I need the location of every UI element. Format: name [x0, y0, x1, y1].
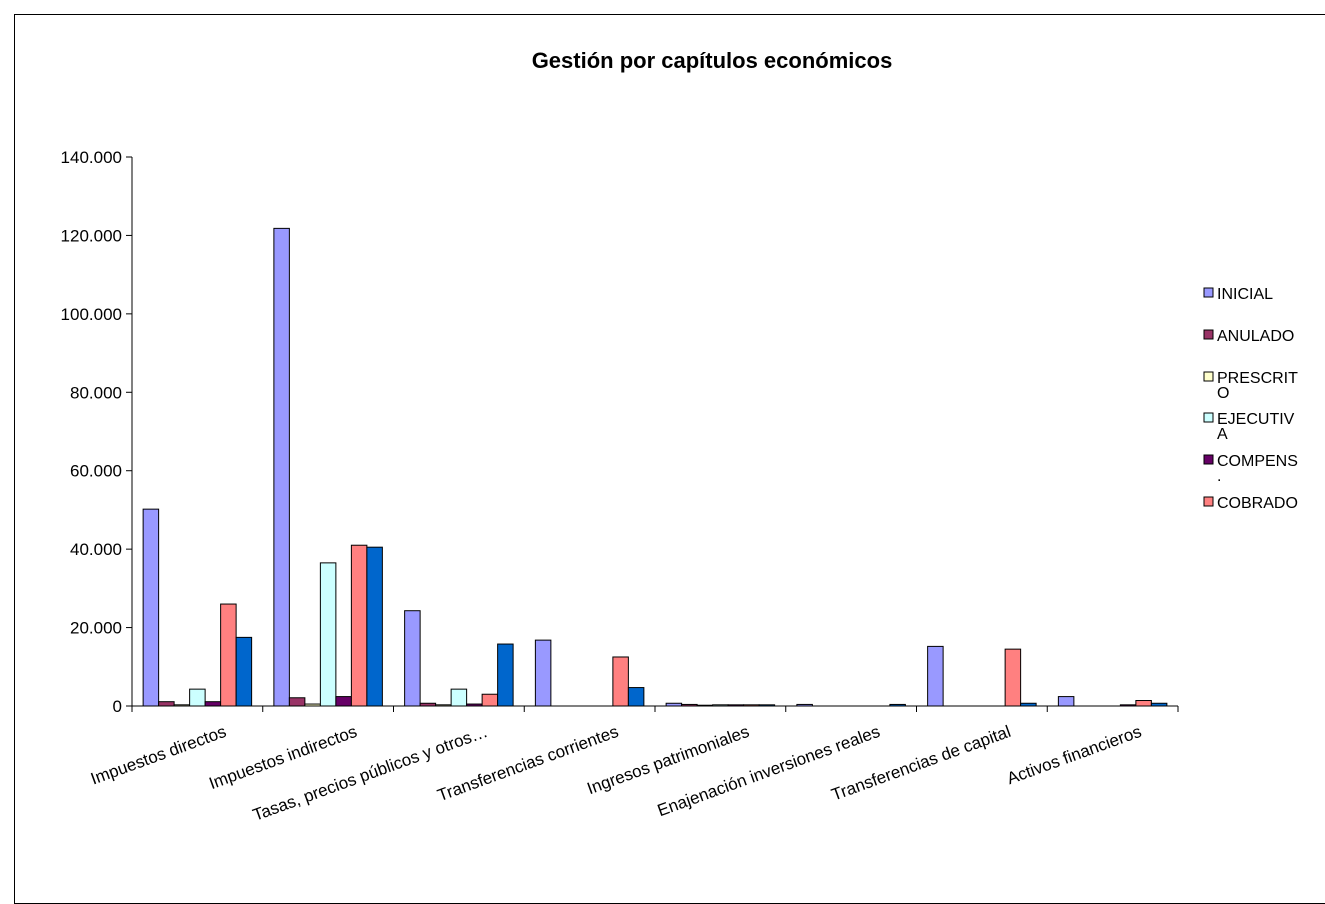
legend-swatch [1203, 371, 1214, 382]
bar [235, 636, 253, 707]
y-tick-label: 80.000 [70, 383, 122, 402]
bar [1057, 696, 1075, 707]
category-label: Enajenación inversiones reales [655, 722, 883, 820]
bar [288, 697, 306, 707]
y-tick-label: 100.000 [61, 305, 122, 324]
bar [1004, 648, 1022, 707]
chart-title: Gestión por capítulos económicos [532, 48, 893, 73]
bar [665, 702, 683, 707]
bar [189, 688, 206, 707]
bar [743, 704, 760, 707]
legend-label: COBRADO [1217, 495, 1298, 512]
bar [534, 639, 552, 707]
bar [158, 701, 175, 707]
category-label: Activos financieros [1004, 722, 1144, 788]
bar [419, 702, 437, 707]
bar [435, 704, 452, 707]
bar [497, 643, 514, 707]
bar [1020, 702, 1037, 707]
bar [627, 687, 645, 707]
bar [304, 703, 321, 707]
y-tick-label: 140.000 [61, 148, 122, 167]
legend-label: INICIAL [1217, 286, 1273, 303]
y-tick-label: 20.000 [70, 619, 122, 638]
y-tick-label: 120.000 [61, 226, 122, 245]
legend-swatch [1203, 412, 1214, 423]
bar [712, 704, 729, 707]
bar [404, 610, 421, 707]
bar [481, 693, 499, 707]
bar [273, 227, 290, 707]
bar [1135, 700, 1152, 707]
bar [350, 544, 368, 707]
legend-swatch [1203, 329, 1214, 340]
bar [696, 704, 714, 707]
legend-swatch [1203, 287, 1214, 298]
bars [142, 227, 1168, 707]
bar [1150, 702, 1168, 707]
bar [335, 696, 352, 707]
bar [220, 603, 237, 707]
bar [366, 546, 383, 707]
bar [173, 704, 191, 707]
bar [319, 562, 337, 707]
bar [466, 703, 483, 707]
legend-label: ANULADO [1217, 328, 1294, 345]
legend-label: A [1217, 426, 1228, 443]
legend-label: PRESCRIT [1217, 370, 1298, 387]
bar [727, 704, 745, 707]
legend-label: COMPENS [1217, 453, 1298, 470]
bar [889, 703, 906, 707]
bar [758, 704, 776, 707]
bar [142, 508, 160, 707]
legend-label: EJECUTIV [1217, 411, 1295, 428]
y-tick-label: 60.000 [70, 462, 122, 481]
bar [612, 656, 629, 707]
y-tick-label: 0 [113, 697, 122, 716]
legend-label: . [1217, 468, 1221, 485]
y-tick-label: 40.000 [70, 540, 122, 559]
legend-label: O [1217, 385, 1229, 402]
category-label: Tasas, precios públicos y otros… [250, 722, 490, 825]
bar [681, 703, 698, 707]
bar [796, 703, 813, 707]
legend-swatch [1203, 454, 1214, 465]
bar [204, 701, 222, 707]
bar [450, 688, 468, 707]
legend-swatch [1203, 496, 1214, 507]
bar [927, 645, 944, 707]
bar [1119, 704, 1137, 707]
